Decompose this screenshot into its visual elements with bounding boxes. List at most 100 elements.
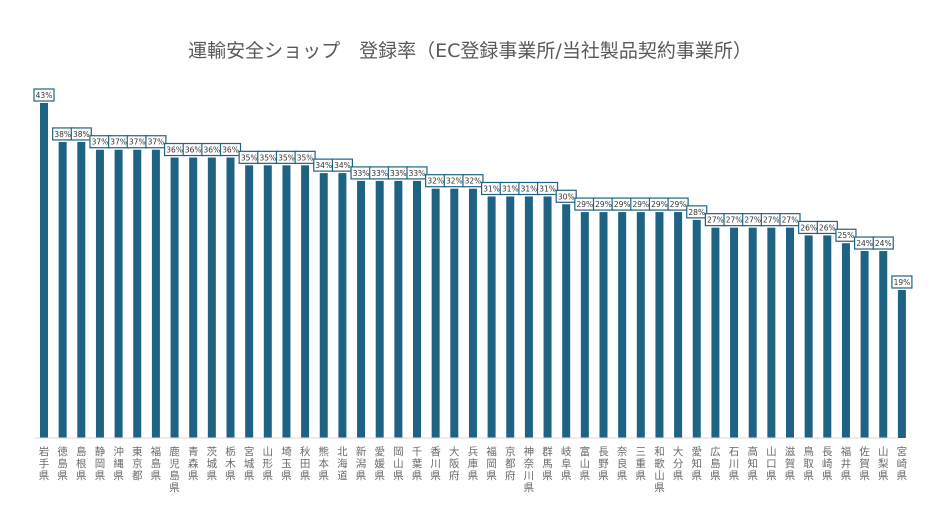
bar-16 (319, 173, 328, 438)
bar-14 (282, 165, 291, 438)
data-label-text: 29% (595, 200, 612, 209)
data-label-8: 36% (163, 142, 186, 157)
data-label-44: 25% (835, 228, 857, 242)
x-tick-label-17: 北海道 (337, 446, 348, 482)
bar-35 (674, 212, 683, 438)
data-label-box (145, 135, 167, 149)
bar-41 (786, 227, 794, 438)
x-tick-label-30: 富山県 (580, 445, 591, 482)
x-tick-label-31: 長野県 (598, 446, 609, 482)
data-label-text: 33% (371, 169, 388, 178)
data-label-43: 26% (816, 220, 838, 235)
data-label-14: 35% (275, 150, 298, 164)
data-label-1: 43% (33, 88, 55, 102)
data-label-text: 28% (688, 208, 705, 217)
data-label-box (406, 166, 428, 180)
data-label-10: 36% (201, 142, 223, 157)
data-label-text: 19% (894, 278, 911, 287)
data-label-33: 29% (630, 197, 652, 211)
bar-18 (357, 180, 366, 438)
data-label-7: 37% (145, 135, 167, 149)
data-label-box (555, 189, 577, 203)
data-label-text: 31% (539, 184, 556, 193)
data-label-box (891, 275, 913, 289)
bar-11 (226, 157, 235, 438)
bar-15 (301, 165, 310, 438)
data-label-text: 24% (875, 239, 892, 248)
data-label-30: 29% (574, 197, 596, 211)
data-label-42: 26% (798, 220, 820, 235)
data-label-text: 31% (483, 184, 500, 193)
x-tick-label-21: 千葉県 (412, 446, 423, 482)
x-tick-label-16: 熊本県 (319, 445, 330, 482)
x-tick-label-38: 石川県 (729, 446, 740, 482)
x-tick-label-1: 岩手県 (39, 445, 50, 482)
bar-7 (151, 149, 160, 439)
x-tick-label-23: 大阪府 (449, 445, 460, 482)
x-tick-label-13: 山形県 (263, 446, 274, 482)
bar-46 (879, 251, 888, 438)
data-label-text: 37% (148, 138, 165, 147)
data-label-16: 34% (313, 158, 335, 172)
bar-13 (263, 165, 272, 438)
data-label-19: 33% (369, 166, 391, 180)
data-label-37: 27% (704, 213, 727, 227)
bar-26 (506, 196, 515, 438)
data-label-text: 43% (36, 91, 53, 100)
bar-19 (375, 180, 384, 438)
x-tick-label-27: 神奈川県 (524, 445, 535, 494)
x-tick-label-22: 香川県 (430, 446, 441, 482)
data-label-box (686, 205, 708, 219)
x-tick-label-6: 東京都 (132, 445, 143, 482)
x-tick-label-7: 福島県 (151, 445, 162, 482)
data-label-text: 24% (856, 239, 873, 248)
data-label-text: 33% (390, 169, 407, 178)
data-label-text: 32% (446, 177, 463, 186)
x-tick-label-18: 新潟県 (356, 445, 367, 482)
data-label-9: 36% (182, 142, 204, 157)
data-label-text: 38% (54, 130, 71, 139)
bar-23 (450, 188, 459, 438)
data-label-text: 36% (222, 146, 239, 155)
data-label-text: 27% (726, 216, 743, 225)
x-tick-label-25: 福岡県 (486, 445, 497, 482)
bar-17 (338, 173, 347, 438)
bar-5 (114, 149, 123, 439)
x-tick-label-42: 鳥取県 (803, 445, 814, 482)
data-label-text: 37% (110, 138, 127, 147)
bar-47 (897, 289, 906, 438)
bar-39 (748, 227, 757, 438)
x-tick-label-36: 愛知県 (692, 445, 703, 482)
data-label-5: 37% (107, 135, 130, 149)
chart-title: 運輸安全ショップ 登録率（EC登録事業所/当社製品契約事業所） (188, 40, 752, 62)
x-tick-label-39: 高知県 (747, 445, 758, 482)
data-label-3: 38% (70, 127, 92, 141)
data-label-6: 37% (126, 135, 148, 149)
bar-42 (804, 235, 813, 438)
data-label-box (835, 228, 857, 242)
data-label-46: 24% (872, 236, 894, 250)
bars-group (40, 103, 906, 439)
bar-45 (860, 251, 869, 438)
data-label-17: 34% (331, 158, 353, 172)
data-label-text: 27% (707, 216, 724, 225)
data-label-15: 35% (294, 150, 316, 164)
bar-31 (599, 212, 608, 438)
x-tick-label-19: 愛媛県 (374, 445, 385, 482)
data-label-text: 29% (614, 200, 631, 209)
data-label-text: 37% (92, 138, 109, 147)
data-label-text: 26% (800, 223, 817, 232)
data-label-47: 19% (891, 275, 913, 289)
data-label-text: 33% (353, 169, 370, 178)
data-label-text: 36% (185, 146, 202, 155)
data-label-text: 27% (763, 216, 780, 225)
x-tick-label-35: 大分県 (673, 445, 684, 482)
x-tick-label-15: 秋田県 (300, 445, 311, 482)
x-tick-label-4: 静岡県 (95, 445, 106, 482)
data-label-box (667, 197, 689, 211)
bar-27 (524, 196, 533, 438)
data-label-31: 29% (592, 197, 615, 211)
bar-32 (618, 212, 627, 438)
data-label-box (816, 220, 838, 235)
